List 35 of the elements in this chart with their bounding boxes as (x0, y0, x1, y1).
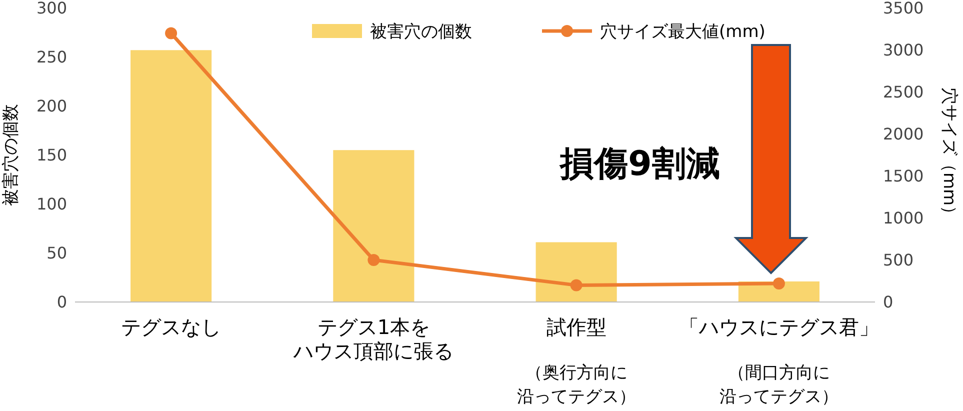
x-tick-label: テグスなし (121, 315, 222, 339)
text: 沿ってテグス） (516, 387, 636, 407)
y-tick-label: 50 (46, 244, 67, 263)
point (570, 279, 582, 292)
point (368, 254, 380, 266)
y2-tick-label: 2500 (883, 82, 924, 102)
y-tick-label: 150 (36, 146, 67, 165)
bar (130, 50, 212, 302)
y-tick-label: 100 (36, 194, 67, 214)
text: （奥行方向に (525, 363, 628, 383)
text: 沿ってテグス） (719, 387, 838, 407)
x-tick-label: 「ハウスにテグス君」 (678, 315, 879, 339)
legend-label: 穴サイズ最大値(mm) (600, 22, 766, 42)
text: （間口方向に (728, 363, 830, 383)
annotation: 損傷9割減 (559, 144, 720, 184)
y-tick-label: 0 (56, 292, 67, 312)
y2-tick-label: 500 (883, 250, 914, 270)
bar (536, 242, 617, 302)
y2-axis-title: 穴サイズ（mm） (939, 87, 959, 223)
y-tick-label: 200 (36, 96, 67, 116)
y2-tick-label: 2000 (883, 124, 924, 144)
y-tick-label: 250 (36, 48, 67, 67)
y2-tick-label: 0 (883, 292, 894, 312)
x-tick-label: 試作型 (546, 315, 606, 339)
y-tick-label: 300 (36, 0, 67, 18)
y2-tick-label: 1000 (883, 208, 924, 228)
point (165, 27, 178, 40)
y2-tick-label: 3000 (883, 40, 924, 60)
y2-tick-label: 3500 (883, 0, 924, 18)
bar (333, 150, 414, 302)
point (772, 278, 785, 290)
y-axis-title: 被害穴の個数 (1, 104, 21, 206)
legend-label: 被害穴の個数 (370, 22, 472, 42)
y2-tick-label: 1500 (883, 166, 924, 186)
x-tick-label: テグス1本をハウス頂部に張る (292, 315, 454, 363)
